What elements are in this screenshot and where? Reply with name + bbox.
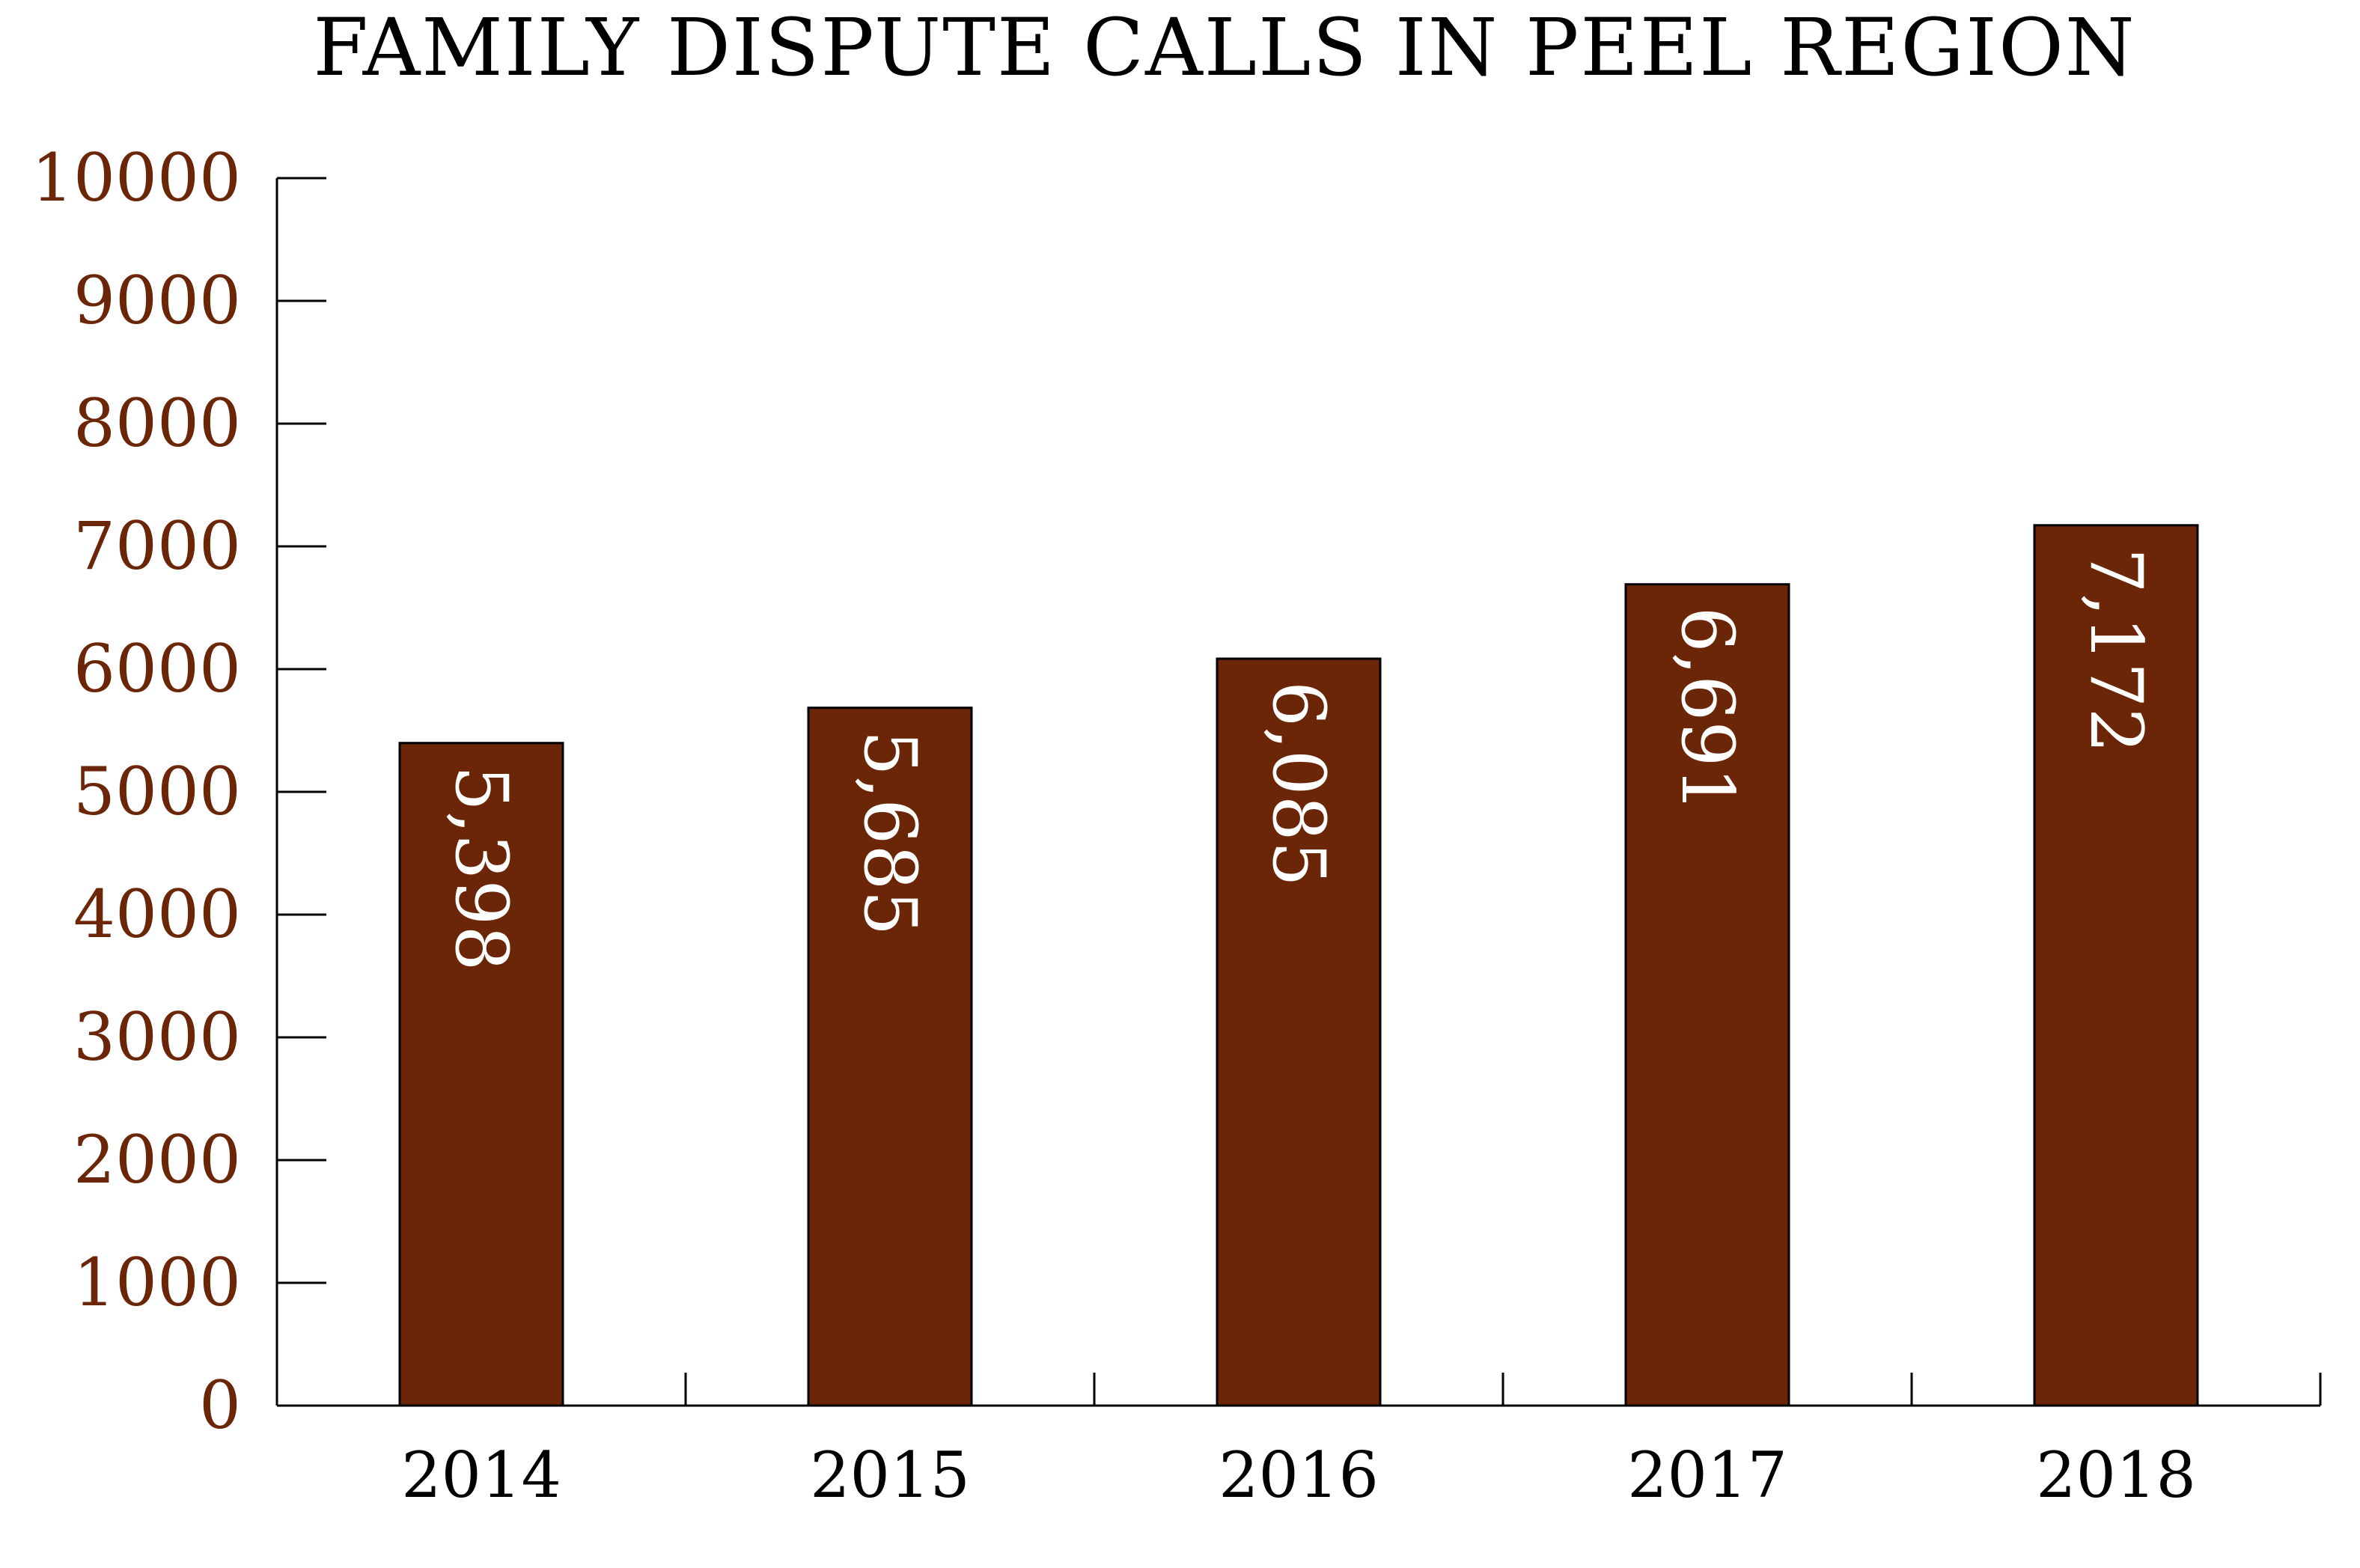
bar-data-label: 5,685 (848, 730, 932, 936)
y-tick-label: 2000 (73, 1121, 241, 1198)
y-tick-label: 10000 (31, 139, 241, 216)
y-axis: 0 1000 2000 3000 4000 5000 6000 7000 8000 9000 100… (31, 139, 326, 1444)
y-tick-label: 4000 (73, 876, 241, 953)
y-tick-label: 5000 (73, 753, 241, 830)
bar-data-label: 7,172 (2074, 548, 2158, 754)
bar-data-label: 6,691 (1665, 607, 1749, 813)
y-tick-label: 1000 (73, 1244, 241, 1321)
y-tick-label: 9000 (73, 262, 241, 339)
bar (807, 707, 973, 1407)
bar (1624, 583, 1790, 1407)
bar (1216, 657, 1382, 1407)
y-tick-label: 0 (199, 1367, 241, 1444)
bar (2033, 524, 2199, 1407)
y-tick-label: 6000 (73, 630, 241, 707)
y-tick-label: 7000 (73, 507, 241, 585)
y-tick-label: 8000 (73, 385, 241, 462)
x-tick-label: 2014 (401, 1439, 561, 1512)
bar (398, 742, 564, 1407)
bars: 5,398 5,685 6,085 6,691 7,172 (398, 524, 2199, 1407)
x-tick-label: 2015 (810, 1439, 970, 1512)
x-tick-label: 2017 (1627, 1439, 1787, 1512)
x-tick-label: 2016 (1219, 1439, 1379, 1512)
bar-data-label: 5,398 (439, 766, 523, 971)
bar-data-label: 6,085 (1257, 681, 1341, 887)
chart-title: FAMILY DISPUTE CALLS IN PEEL REGION (313, 1, 2135, 94)
y-tick-label: 3000 (73, 998, 241, 1076)
x-tick-label: 2018 (2036, 1439, 2196, 1512)
